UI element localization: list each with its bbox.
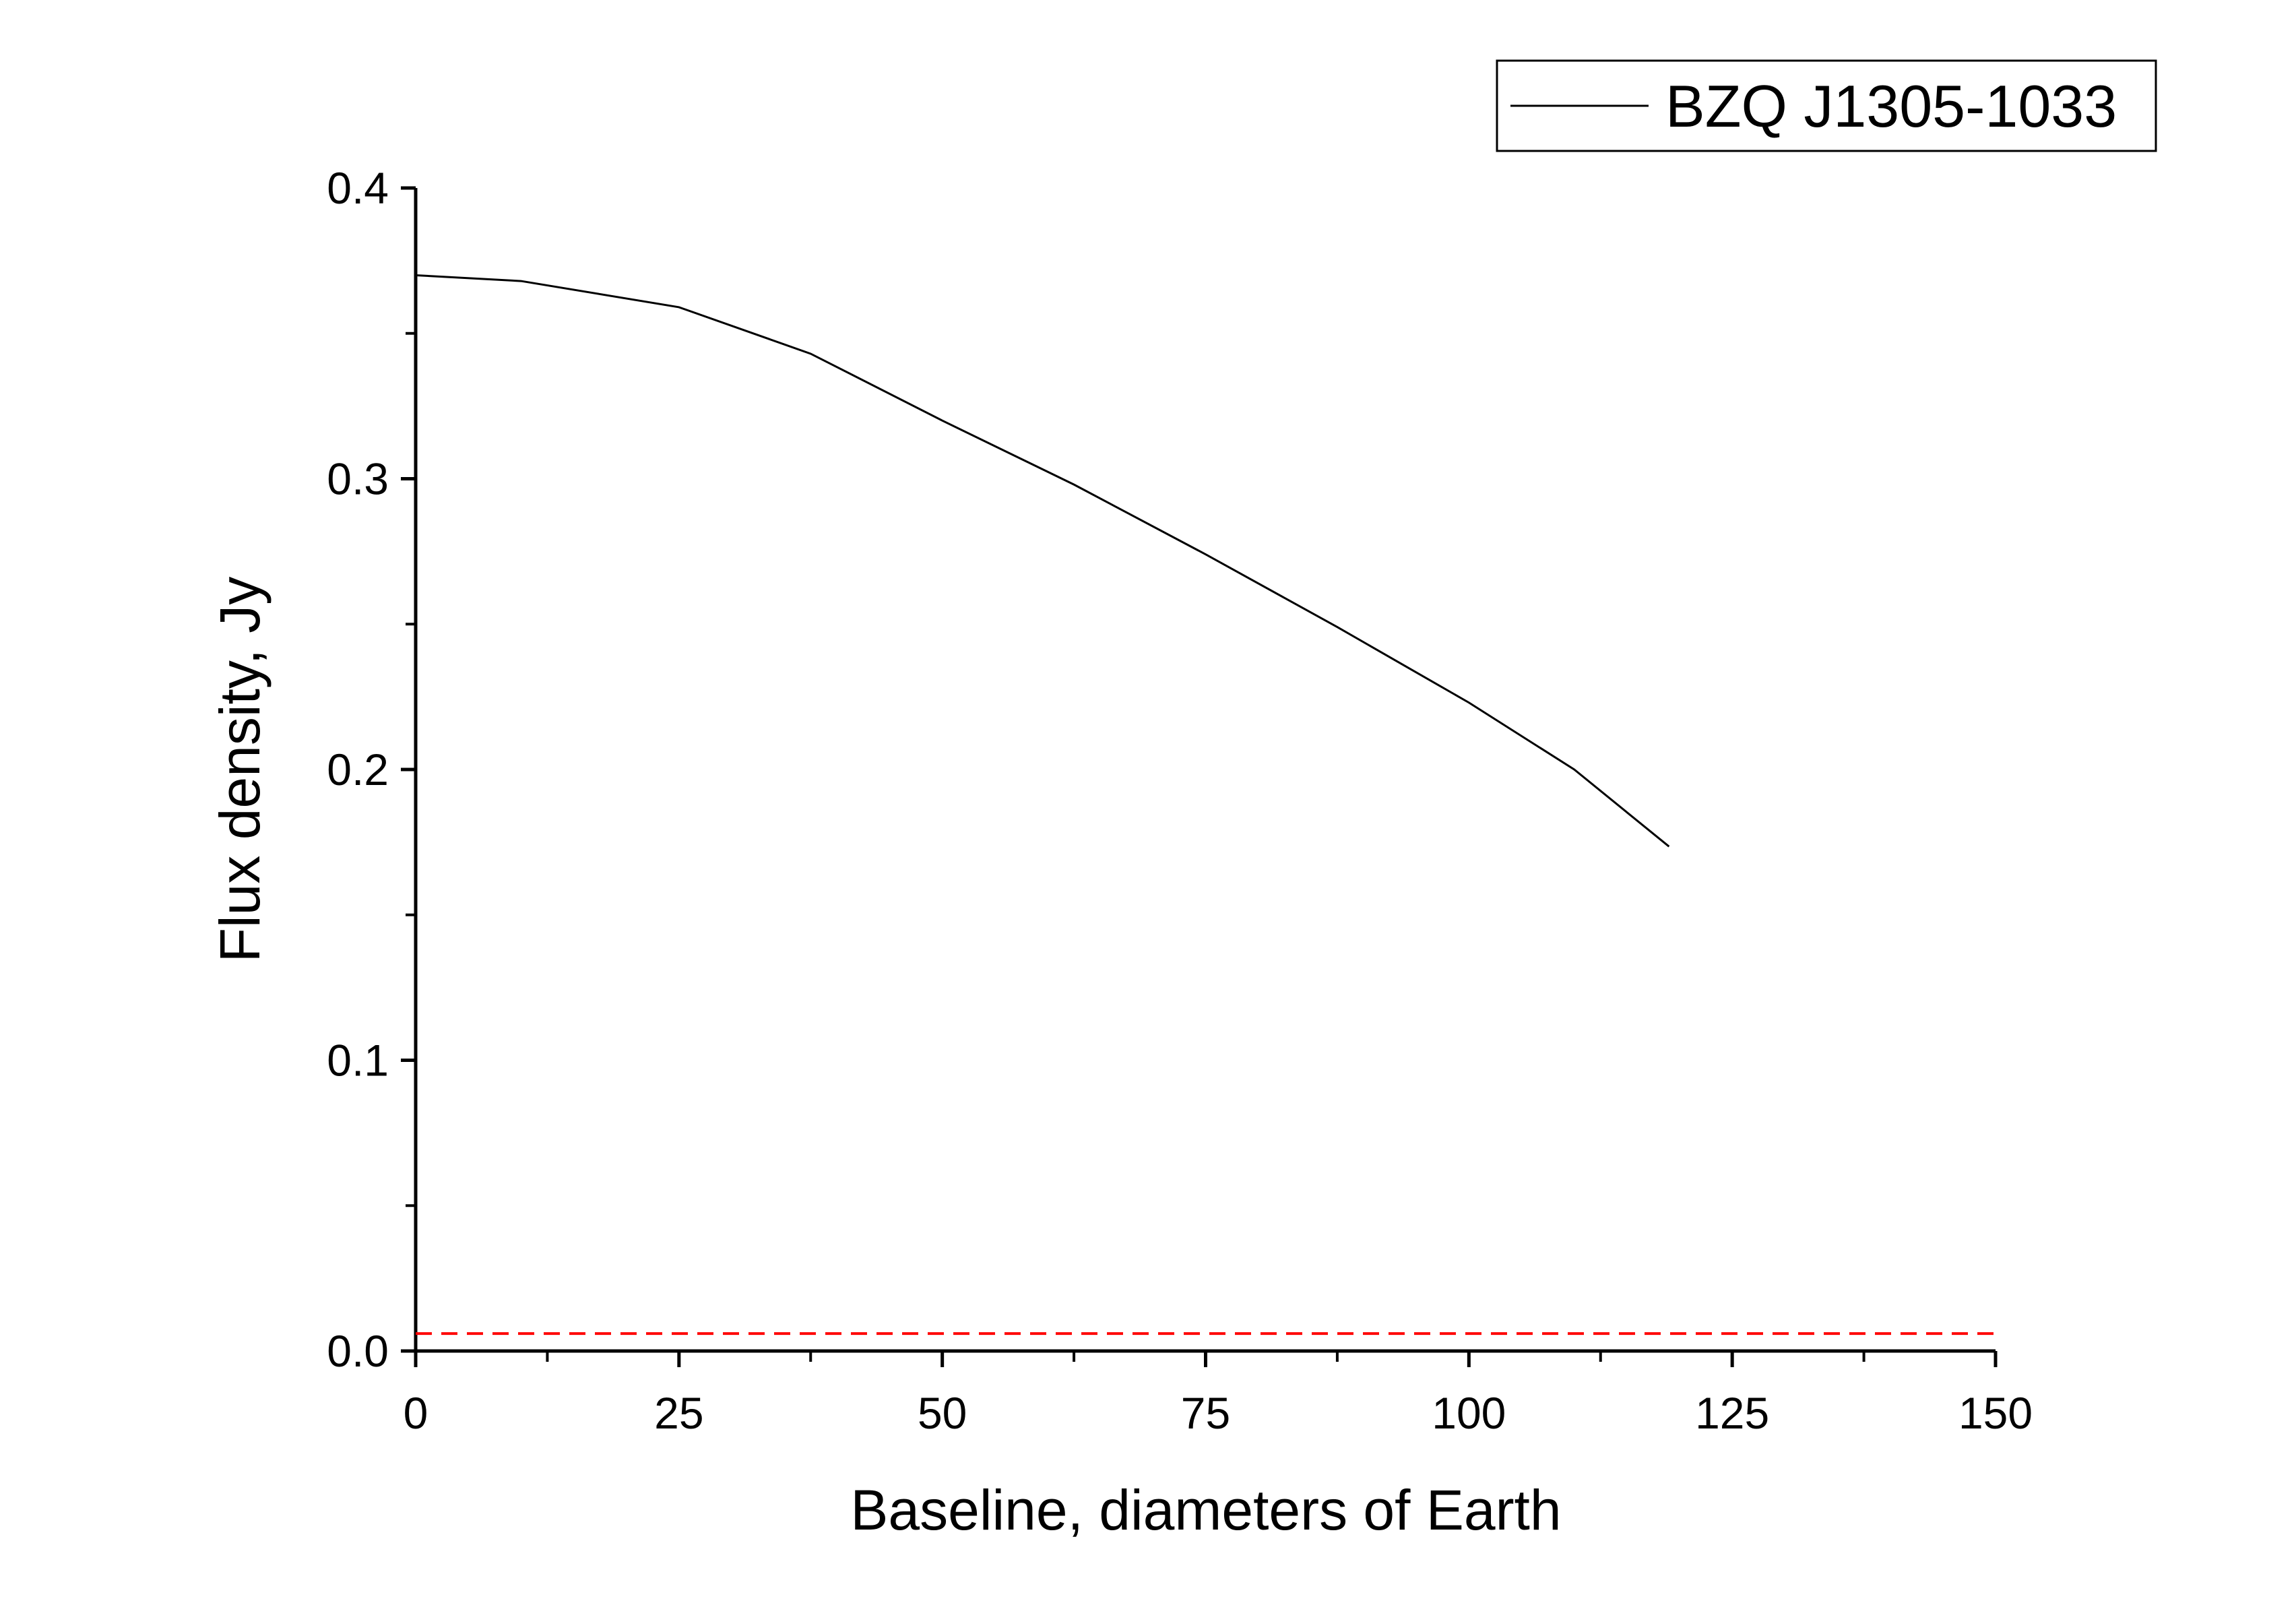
x-tick-label: 50 <box>918 1388 967 1438</box>
x-axis-title: Baseline, diameters of Earth <box>850 1478 1561 1542</box>
legend-label: BZQ J1305-1033 <box>1665 73 2117 139</box>
x-tick-label: 100 <box>1432 1388 1506 1438</box>
x-tick-label: 25 <box>654 1388 703 1438</box>
x-tick-label: 75 <box>1181 1388 1230 1438</box>
y-tick-label: 0.0 <box>327 1326 389 1376</box>
x-tick-label: 125 <box>1695 1388 1769 1438</box>
y-tick-label: 0.4 <box>327 163 389 213</box>
y-tick-label: 0.1 <box>327 1036 389 1086</box>
y-tick-label: 0.2 <box>327 745 389 794</box>
y-tick-label: 0.3 <box>327 454 389 504</box>
y-axis-title: Flux density, Jy <box>208 577 272 963</box>
x-tick-label: 150 <box>1958 1388 2033 1438</box>
data-line <box>415 274 1670 848</box>
x-tick-label: 0 <box>404 1388 428 1438</box>
